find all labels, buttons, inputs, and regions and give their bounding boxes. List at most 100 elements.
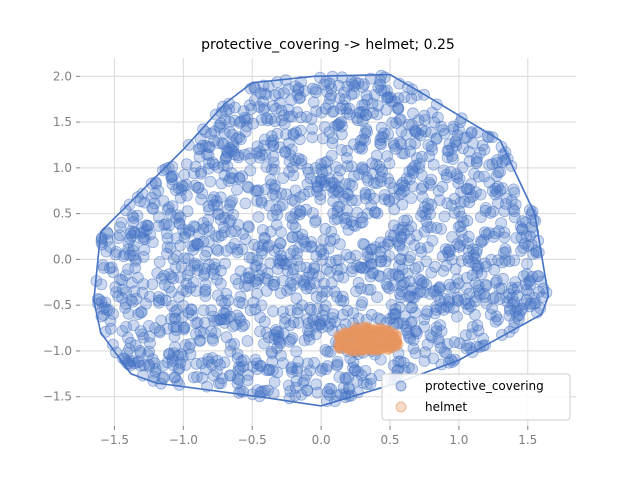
data-point (211, 273, 224, 286)
convex-hulls (92, 73, 550, 407)
data-point (269, 324, 282, 336)
data-point (158, 278, 171, 291)
data-point (371, 108, 384, 121)
data-point (249, 184, 262, 197)
data-point (420, 255, 433, 268)
data-point (458, 195, 471, 208)
data-point (339, 102, 352, 115)
data-point (212, 137, 224, 149)
data-point (448, 336, 461, 349)
data-point (242, 181, 255, 194)
data-point (338, 192, 351, 205)
data-point (408, 124, 421, 137)
data-point (398, 91, 411, 104)
data-point (298, 334, 311, 347)
data-point (349, 363, 361, 376)
data-point (354, 261, 367, 273)
data-point (365, 308, 378, 321)
legend-box (381, 373, 571, 421)
data-point (268, 182, 281, 195)
data-point (364, 283, 377, 296)
data-point (366, 331, 377, 342)
data-point (271, 76, 284, 88)
data-point (346, 179, 359, 192)
data-point (244, 164, 257, 177)
data-point (457, 216, 470, 229)
data-point (215, 177, 228, 190)
data-point (187, 371, 200, 384)
data-point (463, 196, 476, 209)
data-point (427, 285, 440, 298)
data-point (287, 169, 300, 182)
data-point (472, 260, 485, 273)
data-point (469, 295, 481, 308)
data-point (250, 276, 263, 289)
legend-label: helmet (425, 400, 467, 414)
data-point (321, 86, 334, 98)
data-point (340, 248, 353, 261)
data-point (121, 331, 134, 344)
data-point (122, 263, 135, 276)
data-point (389, 308, 402, 321)
data-point (407, 107, 419, 120)
data-point (189, 179, 201, 192)
data-point (345, 194, 358, 207)
data-point (413, 273, 426, 286)
data-point (178, 231, 191, 244)
data-point (292, 316, 305, 329)
data-point (225, 167, 238, 180)
data-point (241, 335, 254, 347)
data-point (261, 240, 274, 253)
data-point (405, 317, 417, 329)
data-point (147, 202, 160, 215)
data-point (201, 245, 214, 258)
data-point (499, 243, 512, 255)
data-point (459, 329, 472, 342)
data-point (405, 192, 418, 205)
data-point (393, 301, 406, 314)
data-point (355, 299, 368, 312)
data-point (211, 289, 224, 302)
data-point (365, 258, 378, 271)
hull-helmet (336, 324, 402, 354)
data-point (218, 211, 231, 224)
data-point (465, 328, 478, 341)
data-point (446, 150, 459, 163)
data-point (165, 286, 178, 298)
data-point (213, 121, 226, 134)
data-point (231, 183, 243, 196)
data-point (371, 291, 384, 304)
data-point (325, 225, 338, 238)
data-point (426, 234, 439, 247)
data-point (415, 210, 428, 223)
data-point (262, 331, 275, 344)
data-point (236, 297, 249, 310)
data-point (457, 233, 470, 246)
data-point (321, 155, 334, 168)
data-point (390, 142, 402, 155)
data-point (460, 131, 473, 144)
legend-marker (395, 401, 407, 413)
data-point (426, 143, 439, 156)
data-point (359, 364, 372, 377)
data-point (195, 193, 208, 206)
data-point (127, 249, 140, 262)
data-point (417, 286, 430, 299)
data-point (383, 195, 396, 208)
data-point (214, 117, 227, 130)
data-point (195, 167, 207, 180)
data-point (201, 221, 213, 233)
data-point (198, 269, 211, 282)
data-point (296, 228, 309, 241)
data-point (207, 334, 220, 347)
data-point (320, 363, 333, 376)
data-point (286, 231, 299, 243)
data-point (315, 321, 328, 334)
data-point (492, 166, 505, 179)
data-point (209, 230, 222, 242)
data-point (313, 315, 326, 328)
data-point (381, 330, 392, 341)
data-point (292, 82, 305, 95)
data-point (137, 233, 150, 246)
data-point (185, 303, 198, 316)
